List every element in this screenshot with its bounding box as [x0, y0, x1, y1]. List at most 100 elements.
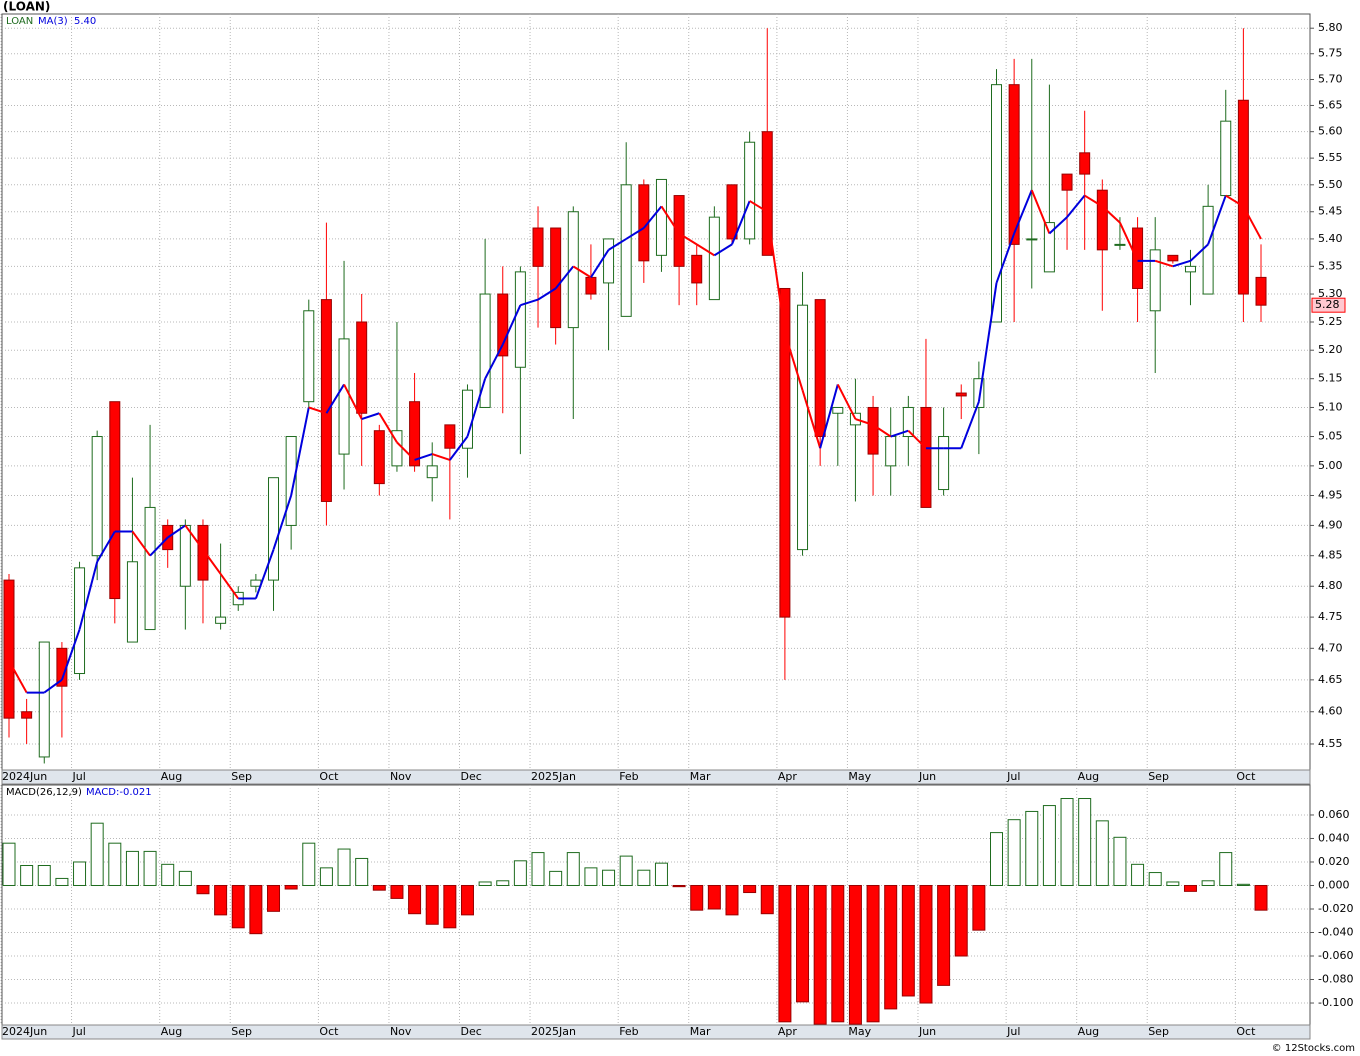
ma-segment [501, 304, 522, 345]
ma-segment [290, 407, 310, 496]
ma-segment [977, 282, 998, 402]
macd-bar [125, 850, 139, 886]
macd-bar [813, 884, 827, 1025]
candle-body [285, 436, 297, 526]
y-tick-label: 5.00 [1318, 459, 1343, 472]
y-tick-label: 4.80 [1318, 579, 1343, 592]
macd-bar [1025, 810, 1039, 886]
macd-bar [531, 852, 545, 886]
candle-body [938, 436, 950, 491]
ma-segment [1030, 189, 1051, 234]
macd-bar [707, 884, 721, 910]
ma-segment [660, 205, 680, 235]
y-tick-label: 0.000 [1318, 878, 1350, 891]
candle-body [673, 195, 685, 267]
candle-body [708, 216, 720, 301]
ma-segment [96, 530, 116, 563]
macd-bar [1131, 863, 1145, 886]
macd-bar [337, 848, 351, 886]
macd-bar [408, 884, 422, 915]
macd-bar [425, 884, 439, 925]
macd-bar [1166, 881, 1180, 886]
x-tick-label: Aug [161, 1025, 182, 1038]
candle-body [497, 293, 509, 357]
macd-bar [919, 884, 933, 1004]
macd-bar [20, 865, 34, 886]
ma-segment [1101, 205, 1121, 224]
candle-body [179, 524, 191, 587]
macd-bar [1042, 805, 1056, 886]
ma-segment [1189, 243, 1209, 262]
ma-segment [219, 573, 240, 600]
footer: © 12Stocks.com [1272, 1043, 1355, 1054]
macd-bar [55, 877, 69, 886]
ma-segment [995, 233, 1016, 284]
candle-body [744, 141, 756, 240]
macd-bar [90, 822, 104, 886]
x-tick-label: 2024Jun [2, 770, 47, 783]
macd-bar [937, 884, 951, 986]
candle-body [973, 378, 985, 408]
x-tick-label: Jul [1006, 770, 1020, 783]
ma-segment [1207, 195, 1227, 245]
macd-bar [848, 884, 862, 1025]
ma-segment [819, 384, 839, 449]
ma-segment [78, 561, 99, 630]
macd-bar [284, 884, 298, 890]
candle-body [250, 579, 262, 587]
date-strip [1, 769, 1311, 785]
macd-bar [355, 857, 369, 886]
candle-body [1008, 84, 1020, 245]
ma-segment [783, 332, 804, 391]
macd-bar [1183, 884, 1197, 892]
ma-segment [1013, 189, 1033, 234]
candle-body [109, 401, 121, 600]
ma-segment [713, 243, 733, 257]
ma-segment [202, 549, 222, 575]
y-tick-label: 4.95 [1318, 488, 1343, 501]
macd-bar [796, 884, 810, 1003]
y-tick-label: 5.15 [1318, 372, 1343, 385]
ma-segment [1225, 194, 1244, 208]
candle-body [1202, 205, 1214, 295]
ma-segment [8, 660, 28, 694]
legend-ticker: LOAN [6, 16, 33, 27]
macd-bar [37, 865, 51, 886]
candle-body [1026, 238, 1038, 241]
ma-segment [872, 424, 892, 438]
candle-body [91, 436, 103, 557]
candle-body [1167, 254, 1179, 262]
ma-segment [272, 495, 293, 550]
x-tick-label: Oct [1236, 1025, 1256, 1038]
ma-segment [484, 344, 504, 380]
y-tick-label: 4.65 [1318, 673, 1343, 686]
macd-bar [602, 869, 616, 886]
candle-body [902, 406, 914, 438]
x-tick-label: Jul [72, 770, 86, 783]
candle-body [268, 477, 280, 581]
macd-bar [990, 832, 1004, 886]
ma-segment [414, 453, 433, 461]
macd-bar [637, 869, 651, 886]
y-tick-label: 0.060 [1318, 808, 1350, 821]
ma-segment [625, 227, 645, 240]
y-tick-label: 5.30 [1318, 287, 1343, 300]
macd-bar [372, 884, 386, 891]
x-tick-label: Sep [231, 1025, 252, 1038]
y-tick-label: 5.60 [1318, 125, 1343, 138]
ma-segment [466, 378, 487, 437]
x-tick-label: 2024Jun [2, 1025, 47, 1038]
y-tick-label: 4.75 [1318, 610, 1343, 623]
ma-segment [766, 211, 786, 334]
candle-body [126, 561, 138, 643]
macd-bar [566, 852, 580, 886]
y-tick-label: -0.020 [1318, 902, 1353, 915]
macd-bar [249, 884, 263, 935]
macd-bar [267, 884, 281, 912]
x-tick-label: Sep [1148, 770, 1169, 783]
candle-body [1079, 152, 1091, 175]
macd-value: MACD:-0.021 [86, 787, 152, 798]
ma-segment [343, 383, 363, 420]
candle-body [920, 406, 932, 508]
